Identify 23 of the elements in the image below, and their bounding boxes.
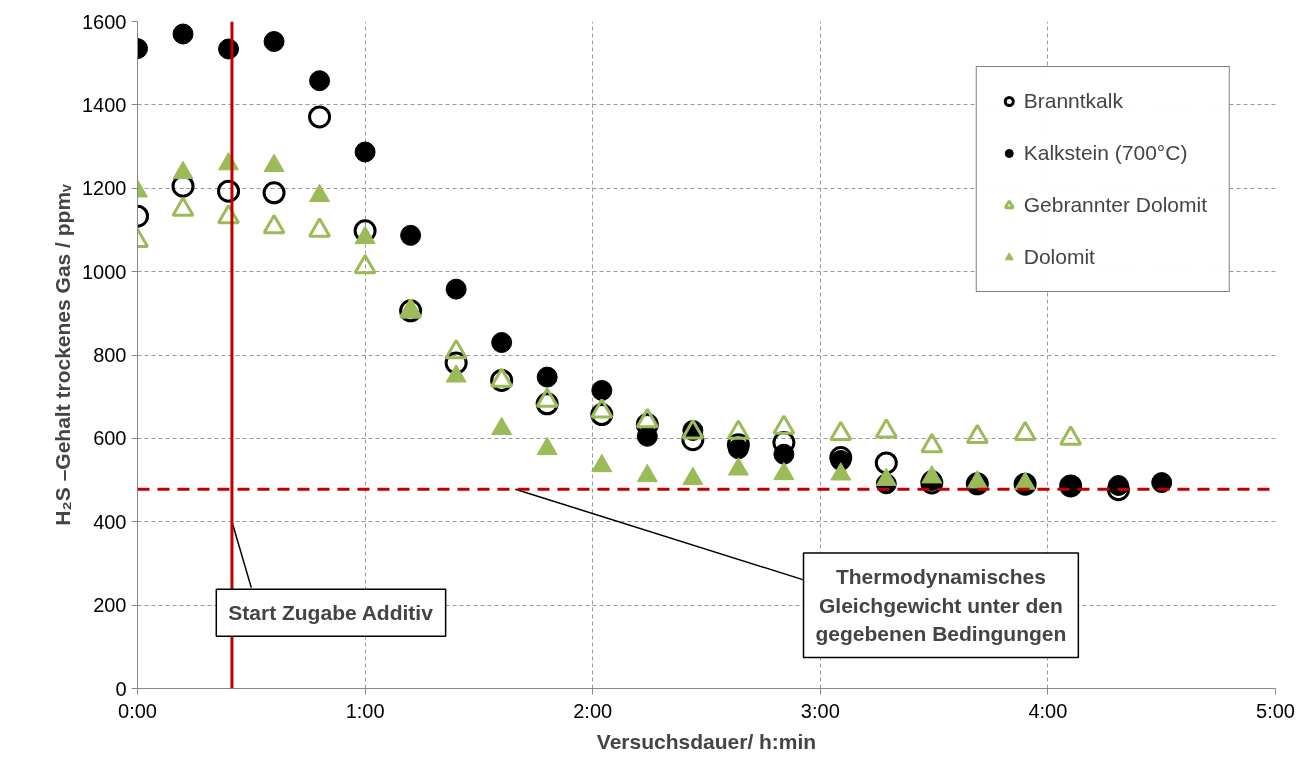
legend-label: Kalkstein (700°C) [1023, 141, 1188, 165]
y-tick-label: 1200 [82, 177, 127, 200]
annotation: Start Zugabe Additiv [228, 601, 434, 625]
x-tick-label: 3:00 [800, 699, 840, 722]
legend-label: Branntkalk [1023, 89, 1123, 113]
y-tick-label: 400 [93, 510, 127, 533]
x-axis-title: Versuchsdauer/ h:min [596, 729, 817, 753]
y-tick-label: 600 [93, 427, 127, 450]
y-tick-label: 800 [93, 344, 127, 366]
x-tick-label: 2:00 [573, 699, 613, 722]
y-tick-label: 200 [93, 594, 127, 617]
y-tick-label: 0 [115, 677, 127, 700]
y-axis-title: H₂S –Gehalt trockenes Gas / ppmᵥ [51, 183, 75, 526]
legend-label: Dolomit [1023, 245, 1095, 269]
x-tick-label: 4:00 [1028, 699, 1068, 722]
annotation: Thermodynamisches Gleichgewicht unter den gegebenen Bedingungen [815, 564, 1067, 646]
x-tick-label: 1:00 [345, 699, 385, 722]
legend-label: Gebrannter Dolomit [1023, 193, 1207, 217]
x-tick-label: 5:00 [1256, 699, 1295, 722]
y-tick-label: 1000 [82, 260, 127, 283]
x-tick-label: 0:00 [118, 699, 157, 722]
y-tick-label: 1600 [82, 10, 127, 33]
y-tick-label: 1400 [82, 93, 127, 116]
